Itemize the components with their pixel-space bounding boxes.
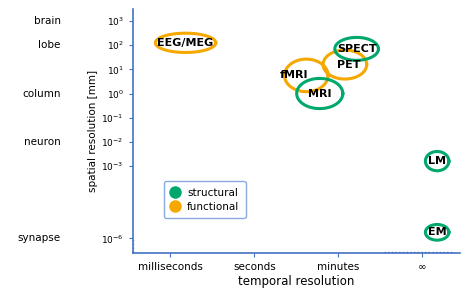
Y-axis label: spatial resolution [mm]: spatial resolution [mm] xyxy=(88,70,99,192)
Text: fMRI: fMRI xyxy=(280,70,308,80)
Text: PET: PET xyxy=(337,60,361,70)
Text: LM: LM xyxy=(428,156,446,166)
Text: SPECT: SPECT xyxy=(337,44,376,54)
Text: lobe: lobe xyxy=(38,40,61,50)
Text: column: column xyxy=(22,88,61,98)
Text: EM: EM xyxy=(428,227,447,237)
X-axis label: temporal resolution: temporal resolution xyxy=(238,275,355,288)
Legend: structural, functional: structural, functional xyxy=(164,181,246,218)
Text: synapse: synapse xyxy=(18,233,61,243)
Text: MRI: MRI xyxy=(308,88,331,98)
Text: brain: brain xyxy=(34,16,61,26)
Text: EEG/MEG: EEG/MEG xyxy=(157,38,214,48)
Text: neuron: neuron xyxy=(24,137,61,147)
